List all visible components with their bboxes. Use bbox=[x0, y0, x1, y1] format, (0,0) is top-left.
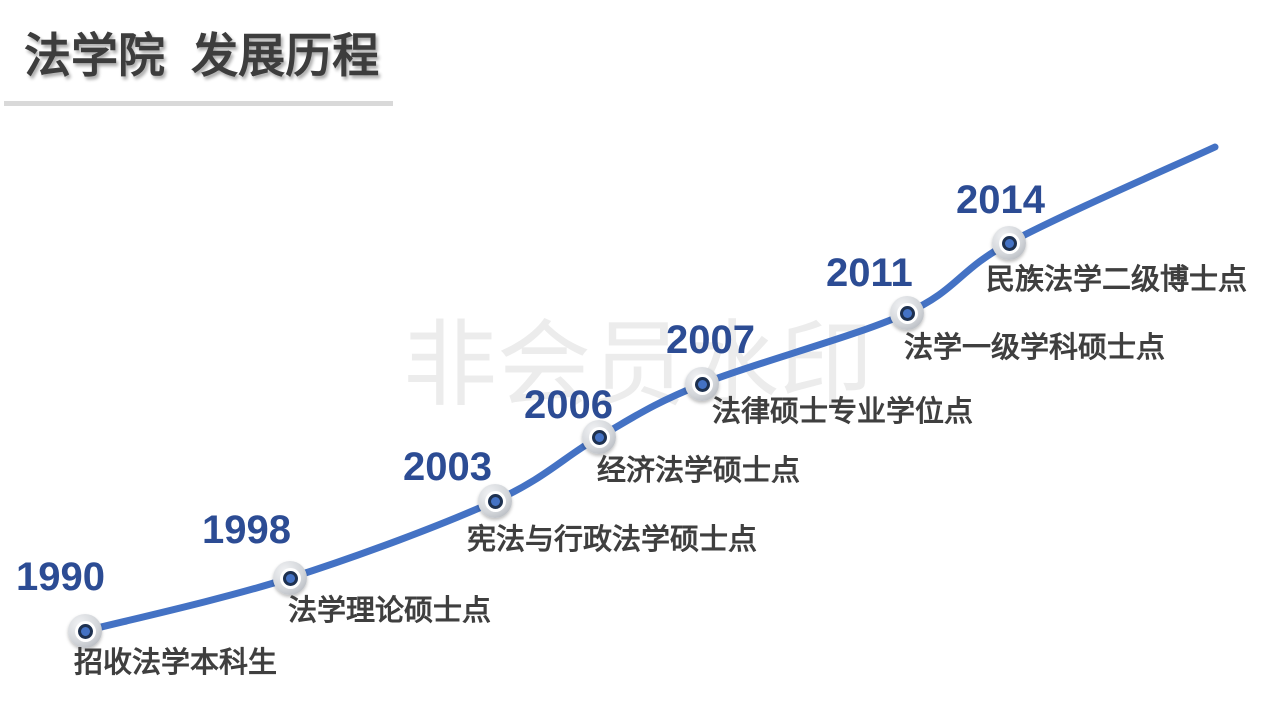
milestone-year: 2003 bbox=[403, 445, 492, 489]
milestone-label: 民族法学二级博士点 bbox=[986, 264, 1248, 296]
milestone-label: 经济法学硕士点 bbox=[597, 455, 801, 487]
marker-center-dot bbox=[490, 496, 500, 506]
marker-center-dot bbox=[697, 379, 707, 389]
marker-navy-ring bbox=[694, 376, 710, 392]
milestone-year: 2007 bbox=[666, 318, 755, 362]
timeline-curve-path bbox=[81, 143, 1219, 635]
marker-white-ring bbox=[691, 373, 713, 395]
marker-center-dot bbox=[285, 573, 295, 583]
marker-center-dot bbox=[902, 308, 912, 318]
milestone-marker-icon bbox=[685, 367, 719, 401]
milestone-label: 法学一级学科硕士点 bbox=[904, 332, 1166, 364]
marker-center-dot bbox=[594, 432, 604, 442]
marker-white-ring bbox=[998, 232, 1020, 254]
milestone-year: 2011 bbox=[826, 251, 913, 295]
milestone-marker-icon bbox=[582, 420, 616, 454]
marker-white-ring bbox=[279, 567, 301, 589]
milestone-marker-icon bbox=[890, 296, 924, 330]
watermark-text: 非会员水印 bbox=[403, 312, 874, 417]
title-underline bbox=[4, 101, 393, 106]
marker-navy-ring bbox=[899, 305, 915, 321]
marker-navy-ring bbox=[77, 623, 93, 639]
milestone-marker-icon bbox=[992, 226, 1026, 260]
marker-navy-ring bbox=[591, 429, 607, 445]
milestone-year: 2014 bbox=[956, 178, 1045, 222]
marker-navy-ring bbox=[1001, 235, 1017, 251]
milestone-year: 2006 bbox=[524, 383, 613, 427]
milestone-label: 法学理论硕士点 bbox=[288, 595, 492, 627]
milestone-marker-icon bbox=[68, 614, 102, 648]
marker-white-ring bbox=[74, 620, 96, 642]
milestone-label: 招收法学本科生 bbox=[74, 647, 278, 679]
marker-navy-ring bbox=[487, 493, 503, 509]
marker-white-ring bbox=[484, 490, 506, 512]
milestone-marker-icon bbox=[273, 561, 307, 595]
marker-white-ring bbox=[896, 302, 918, 324]
milestone-year: 1990 bbox=[16, 555, 105, 599]
milestone-marker-icon bbox=[478, 484, 512, 518]
milestone-label: 法律硕士专业学位点 bbox=[712, 396, 974, 428]
marker-center-dot bbox=[1004, 238, 1014, 248]
milestone-label: 宪法与行政法学硕士点 bbox=[467, 524, 758, 556]
marker-navy-ring bbox=[282, 570, 298, 586]
marker-white-ring bbox=[588, 426, 610, 448]
milestone-year: 1998 bbox=[202, 508, 291, 552]
marker-center-dot bbox=[80, 626, 90, 636]
page-title: 法学院 发展历程 bbox=[24, 29, 380, 82]
